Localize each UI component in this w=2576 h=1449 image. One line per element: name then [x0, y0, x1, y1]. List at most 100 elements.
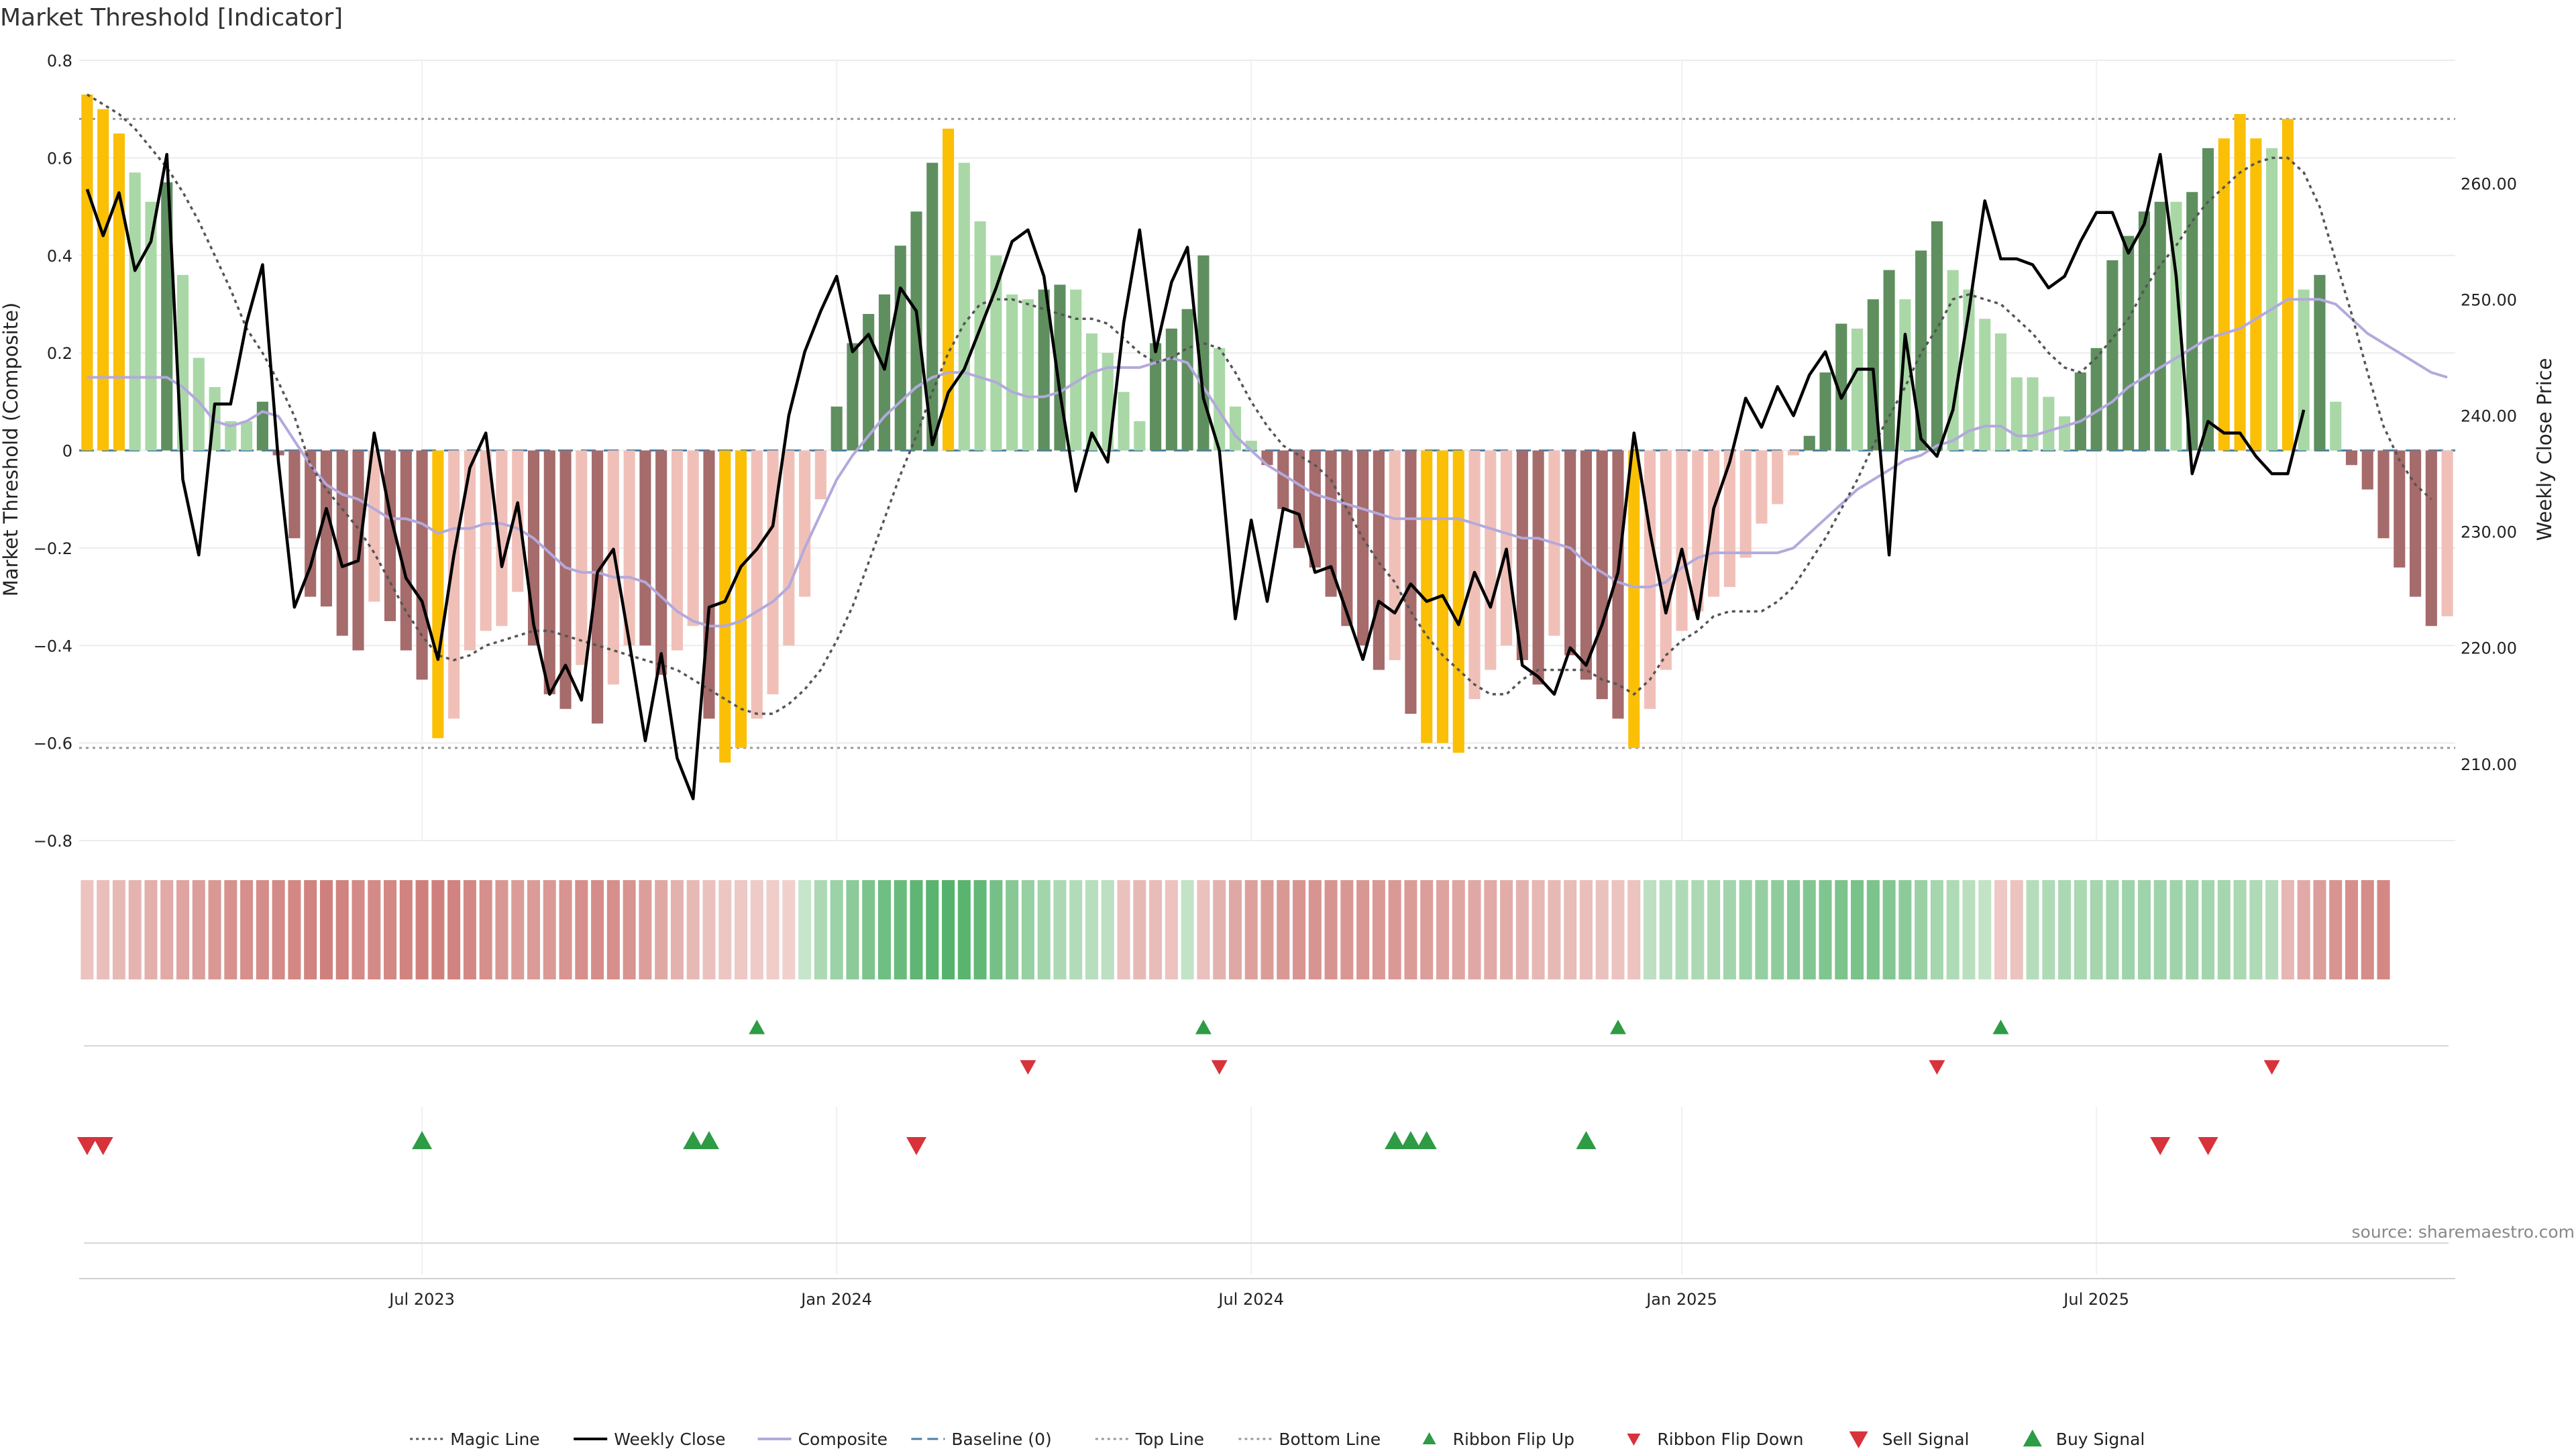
ribbon-cell: [1739, 880, 1752, 979]
buy-signal-marker: [1576, 1131, 1597, 1149]
y-tick-label: −0.4: [34, 637, 72, 655]
ribbon-cell: [591, 880, 604, 979]
ribbon-cell: [1468, 880, 1481, 979]
ribbon-cell: [208, 880, 221, 979]
composite-bar: [1357, 450, 1369, 646]
composite-bar: [1006, 294, 1018, 451]
legend-item: Composite: [757, 1430, 888, 1449]
ribbon-cell: [192, 880, 205, 979]
legend-item: Buy Signal: [2023, 1430, 2145, 1449]
composite-bar: [512, 450, 524, 592]
composite-bar: [1516, 450, 1528, 661]
legend-label: Buy Signal: [2056, 1430, 2145, 1449]
overlay-lines: [85, 93, 2448, 800]
ribbon-cell: [527, 880, 541, 979]
composite-bar: [2202, 148, 2214, 451]
composite-bar: [2394, 450, 2406, 568]
composite-bar: [464, 450, 476, 651]
legend-item: Ribbon Flip Down: [1627, 1430, 1803, 1449]
legend-label: Weekly Close: [614, 1430, 725, 1449]
ribbon-cell: [926, 880, 939, 979]
composite-bar: [559, 450, 572, 709]
composite-bar: [2010, 377, 2023, 451]
ribbon-flip-down-marker: [2263, 1060, 2280, 1075]
legend-label: Composite: [798, 1430, 888, 1449]
ribbon-cell: [1388, 880, 1401, 979]
composite-bar: [1772, 450, 1784, 504]
composite-bar: [2266, 148, 2278, 451]
ribbon-flip-down-marker: [1211, 1060, 1228, 1075]
ribbon-cell: [1803, 880, 1816, 979]
composite-bar: [767, 450, 779, 694]
composite-bar: [607, 450, 619, 685]
composite-bar: [1022, 299, 1034, 451]
ribbon-cell: [399, 880, 413, 979]
ribbon-cell: [973, 880, 987, 979]
ribbon-cell: [1532, 880, 1545, 979]
composite-bar: [2250, 138, 2262, 451]
ribbon-cell: [814, 880, 827, 979]
composite-bar: [592, 450, 604, 724]
ribbon-cell: [1978, 880, 1992, 979]
ribbon-cell: [495, 880, 508, 979]
y-axis-ticks: −0.8 −0.6 −0.4 −0.2 0 0.2 0.4 0.6 0.8: [34, 52, 72, 851]
ribbon-cell: [1149, 880, 1163, 979]
composite-bar: [320, 450, 333, 607]
buy-signal-marker: [698, 1131, 719, 1149]
ribbon-cell: [128, 880, 142, 979]
composite-bar: [1373, 450, 1385, 670]
composite-bar: [2425, 450, 2437, 627]
composite-bar: [1692, 450, 1704, 612]
ribbon-cell: [2345, 880, 2358, 979]
ribbon-cell: [1117, 880, 1130, 979]
composite-bar: [2074, 372, 2086, 451]
ribbon-cell: [2153, 880, 2167, 979]
sell-signal-marker: [93, 1137, 113, 1155]
composite-bar: [2090, 347, 2102, 451]
sell-signal-marker: [906, 1137, 927, 1155]
composite-bar: [655, 450, 667, 675]
ribbon-cell: [1627, 880, 1641, 979]
ribbon-cell: [1101, 880, 1114, 979]
ribbon-cell: [1133, 880, 1146, 979]
chart-title: Market Threshold [Indicator]: [0, 4, 343, 32]
composite-bar: [2410, 450, 2422, 597]
ribbon-cell: [463, 880, 476, 979]
ribbon-cell: [655, 880, 668, 979]
composite-bar: [1214, 347, 1226, 451]
sell-signal-marker: [2198, 1137, 2218, 1155]
ribbon-cell: [144, 880, 158, 979]
ribbon-cell: [1835, 880, 1848, 979]
y2-tick-label: 230.00: [2461, 523, 2517, 542]
ribbon-cell: [766, 880, 780, 979]
ribbon-cell: [735, 880, 748, 979]
composite-bar: [1628, 450, 1640, 748]
composite-bar: [1994, 333, 2007, 451]
composite-bar: [1277, 450, 1289, 509]
ribbon-cell: [1277, 880, 1290, 979]
composite-bar: [1085, 333, 1098, 451]
ribbon-cell: [2329, 880, 2343, 979]
composite-bar: [910, 211, 922, 451]
x-tick-label: Jan 2024: [800, 1290, 872, 1309]
ribbon-cell: [384, 880, 397, 979]
y2-tick-label: 240.00: [2461, 407, 2517, 426]
ribbon-cell: [846, 880, 859, 979]
composite-bar: [1405, 450, 1417, 714]
ribbon-cell: [1006, 880, 1019, 979]
ribbon-cell: [272, 880, 285, 979]
composite-bar: [2298, 289, 2310, 451]
composite-bar: [1452, 450, 1464, 753]
y2-tick-label: 210.00: [2461, 755, 2517, 774]
ribbon-cell: [1293, 880, 1306, 979]
ribbon-flip-up-marker: [1195, 1020, 1212, 1034]
composite-bar: [97, 109, 109, 451]
ribbon-cell: [352, 880, 365, 979]
y2-axis-label: Weekly Close Price: [2533, 358, 2556, 541]
y-tick-label: 0.4: [47, 247, 72, 266]
composite-bar: [368, 450, 380, 602]
composite-bar: [2186, 192, 2198, 451]
composite-bar: [1835, 323, 1847, 451]
composite-bars: [81, 94, 2453, 763]
ribbon-cell: [1420, 880, 1434, 979]
